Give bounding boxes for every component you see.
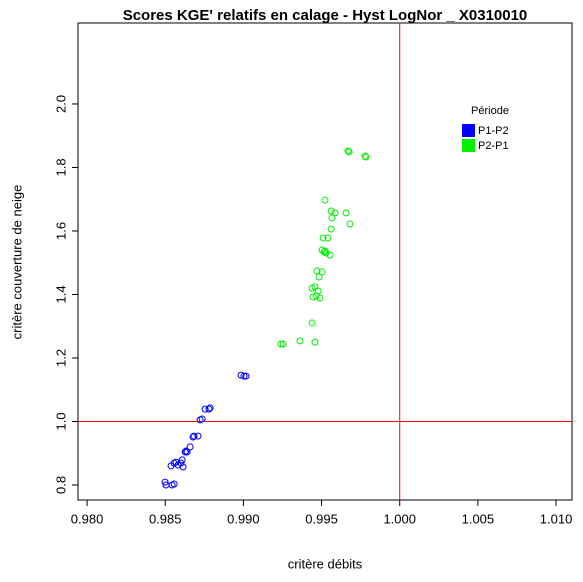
point [186,443,194,451]
y-tick-label: 1.6 [53,222,68,240]
point [170,480,178,488]
point [316,294,324,302]
point [344,147,352,155]
point [331,209,339,217]
point [277,340,285,348]
legend-label: P1-P2 [478,125,509,137]
x-tick-label: 0.980 [71,511,104,526]
y-tick-label: 1.4 [53,285,68,303]
point [342,209,350,217]
point [362,153,370,161]
point [194,432,202,440]
legend-label: P2-P1 [478,140,509,152]
point [177,459,185,467]
point [189,433,197,441]
x-tick-label: 1.000 [383,511,416,526]
point [183,448,191,456]
point [205,405,213,413]
point [314,287,322,295]
point [345,148,353,156]
point [313,267,321,275]
point [319,234,327,242]
y-tick-label: 1.2 [53,349,68,367]
point [182,447,190,455]
x-tick-label: 1.005 [462,511,495,526]
point [328,214,336,222]
point [296,337,304,345]
point [170,459,178,467]
point [181,448,189,456]
point [279,340,287,348]
point [179,463,187,471]
point [361,152,369,160]
y-tick-label: 1.8 [53,158,68,176]
y-tick-label: 0.8 [53,476,68,494]
point [318,268,326,276]
x-tick-label: 1.010 [540,511,573,526]
point [326,251,334,259]
point [311,283,319,291]
point [201,405,209,413]
point [311,338,319,346]
point [315,273,323,281]
x-tick-label: 0.995 [305,511,338,526]
point [324,234,332,242]
x-tick-label: 0.990 [227,511,260,526]
point [322,249,330,257]
chart-title: Scores KGE' relatifs en calage - Hyst Lo… [123,7,528,24]
point [206,404,214,412]
point [242,372,250,380]
legend-swatch [462,124,475,137]
plot-frame [77,22,573,501]
point [237,371,245,379]
legend-swatch [462,139,475,152]
point [240,372,248,380]
legend-title: Période [471,105,509,117]
point [308,319,316,327]
point [178,456,186,464]
point [327,225,335,233]
point [309,293,317,301]
x-axis-label: critère débits [288,556,363,571]
y-tick-label: 1.0 [53,412,68,430]
point [327,207,335,215]
x-tick-label: 0.985 [149,511,182,526]
y-axis-label: critère couverture de neige [9,185,24,340]
point [346,220,354,228]
point [321,196,329,204]
point [198,415,206,423]
point [190,432,198,440]
point [161,478,169,486]
y-tick-label: 2.0 [53,95,68,113]
